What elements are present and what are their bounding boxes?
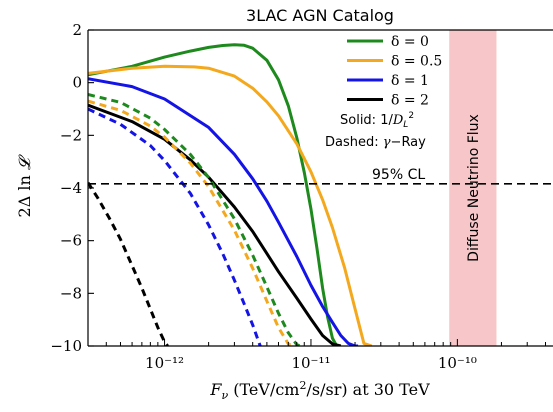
series-line-3 (88, 103, 342, 346)
legend-label: δ = 0 (391, 34, 429, 50)
solid-note: Solid: 1/DL2 (340, 111, 414, 130)
x-tick-label: 10⁻¹² (145, 354, 184, 372)
chart-title: 3LAC AGN Catalog (246, 6, 394, 25)
series-line-0 (88, 43, 339, 346)
y-tick-label: −10 (50, 337, 82, 355)
series-line-6 (88, 107, 262, 346)
y-tick-label: 0 (72, 74, 82, 92)
series-line-1 (88, 64, 373, 346)
cl-95-label: 95% CL (372, 167, 425, 183)
tick-layer: 2 0 −2 −4 −6 −8 −10 10⁻¹² 10⁻¹¹ 10⁻¹⁰ (50, 21, 547, 372)
diffuse-neutrino-band (449, 30, 497, 346)
y-axis-label: 2Δ ln 𝓛 (15, 154, 34, 217)
legend-label: δ = 2 (391, 93, 429, 109)
series-line-4 (88, 93, 302, 346)
x-axis-label: Fν (TeV/cm2/s/sr) at 30 TeV (209, 379, 430, 402)
y-tick-label: −6 (60, 232, 82, 250)
x-tick-label: 10⁻¹¹ (291, 354, 330, 372)
dashed-note: Dashed: γ−Ray (325, 135, 426, 150)
x-tick-label: 10⁻¹⁰ (438, 354, 477, 372)
legend-label: δ = 0.5 (391, 54, 442, 70)
y-tick-label: 2 (72, 21, 82, 39)
diffuse-neutrino-label: Diffuse Neutrino Flux (466, 114, 482, 262)
series-line-5 (88, 99, 294, 346)
series-line-2 (88, 77, 359, 346)
legend-label: δ = 1 (391, 73, 429, 89)
y-tick-label: −8 (60, 284, 82, 302)
series-layer (88, 43, 373, 346)
legend: δ = 0 δ = 0.5 δ = 1 δ = 2 (347, 34, 442, 109)
y-tick-label: −2 (60, 126, 82, 144)
series-line-7 (88, 181, 169, 346)
y-tick-label: −4 (60, 179, 82, 197)
